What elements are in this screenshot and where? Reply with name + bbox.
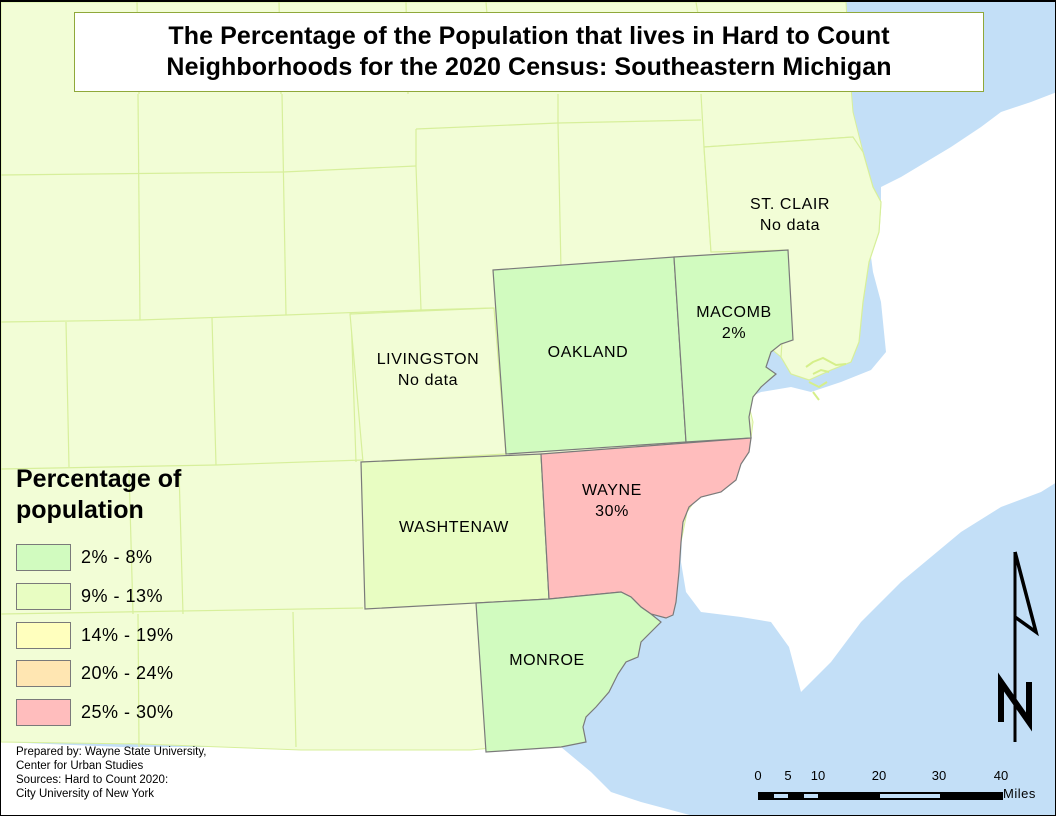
ontario-land-south xyxy=(1,742,690,815)
legend-label: 2% - 8% xyxy=(81,547,153,567)
county-name: MACOMB xyxy=(696,304,772,321)
credits-line: Center for Urban Studies xyxy=(16,760,144,772)
legend-swatch xyxy=(16,583,71,610)
legend-label: 20% - 24% xyxy=(81,663,174,683)
legend-item: 9% - 13% xyxy=(16,583,163,610)
ontario-land xyxy=(681,92,1055,692)
label-wayne: WAYNE 30% xyxy=(582,480,642,522)
st-clair-delta xyxy=(805,356,847,401)
county-value: No data xyxy=(397,372,459,389)
scale-tick: 0 xyxy=(754,768,762,783)
title-line-2: Neighborhoods for the 2020 Census: South… xyxy=(166,53,892,81)
label-st-clair: ST. CLAIR No data xyxy=(750,194,830,236)
legend-item: 20% - 24% xyxy=(16,660,174,687)
credits-line: Prepared by: Wayne State University, xyxy=(16,746,207,758)
credits-line: City University of New York xyxy=(16,788,155,800)
legend-label: 14% - 19% xyxy=(81,625,174,645)
legend-item: 14% - 19% xyxy=(16,622,174,649)
legend-item: 2% - 8% xyxy=(16,544,153,571)
legend-title-line-1: Percentage of xyxy=(16,465,182,493)
scale-tick: 40 xyxy=(993,768,1009,783)
label-macomb: MACOMB 2% xyxy=(696,302,772,344)
label-washtenaw: WASHTENAW xyxy=(399,517,509,538)
county-name: WASHTENAW xyxy=(399,519,509,536)
scale-bar-segment xyxy=(804,794,818,798)
county-name: ST. CLAIR xyxy=(749,196,831,213)
map-credits: Prepared by: Wayne State University, Cen… xyxy=(16,745,206,801)
label-oakland: OAKLAND xyxy=(548,342,629,363)
scale-tick: 5 xyxy=(784,768,792,783)
scale-bar: 0 5 10 20 30 40 Miles xyxy=(746,768,1046,808)
legend-title: Percentage of population xyxy=(16,464,181,526)
county-value: 2% xyxy=(721,325,747,342)
legend-swatch xyxy=(16,544,71,571)
county-name: LIVINGSTON xyxy=(376,351,480,368)
county-name: WAYNE xyxy=(582,482,642,499)
county-value: 30% xyxy=(595,503,629,520)
north-arrow-icon xyxy=(998,551,1039,742)
label-livingston: LIVINGSTON No data xyxy=(377,349,480,391)
legend-label: 9% - 13% xyxy=(81,586,164,606)
scale-units: Miles xyxy=(1003,786,1036,801)
scale-tick: 30 xyxy=(931,768,947,783)
label-monroe: MONROE xyxy=(509,650,585,671)
legend-swatch xyxy=(16,660,71,687)
credits-line: Sources: Hard to Count 2020: xyxy=(16,774,169,786)
legend-item: 25% - 30% xyxy=(16,699,174,726)
legend-swatch xyxy=(16,622,71,649)
scale-bar-segment xyxy=(774,794,788,798)
legend-swatch xyxy=(16,699,71,726)
scale-bar-segment xyxy=(880,794,940,798)
legend-label: 25% - 30% xyxy=(81,702,174,722)
title-line-1: The Percentage of the Population that li… xyxy=(168,22,890,50)
county-value: No data xyxy=(759,217,821,234)
scale-tick: 20 xyxy=(871,768,887,783)
map-title: The Percentage of the Population that li… xyxy=(74,12,984,92)
legend-title-line-2: population xyxy=(16,496,144,524)
county-monroe[interactable] xyxy=(475,591,662,753)
county-name: MONROE xyxy=(509,652,585,669)
county-macomb[interactable] xyxy=(673,249,794,443)
county-name: OAKLAND xyxy=(547,344,629,361)
scale-tick: 10 xyxy=(810,768,826,783)
